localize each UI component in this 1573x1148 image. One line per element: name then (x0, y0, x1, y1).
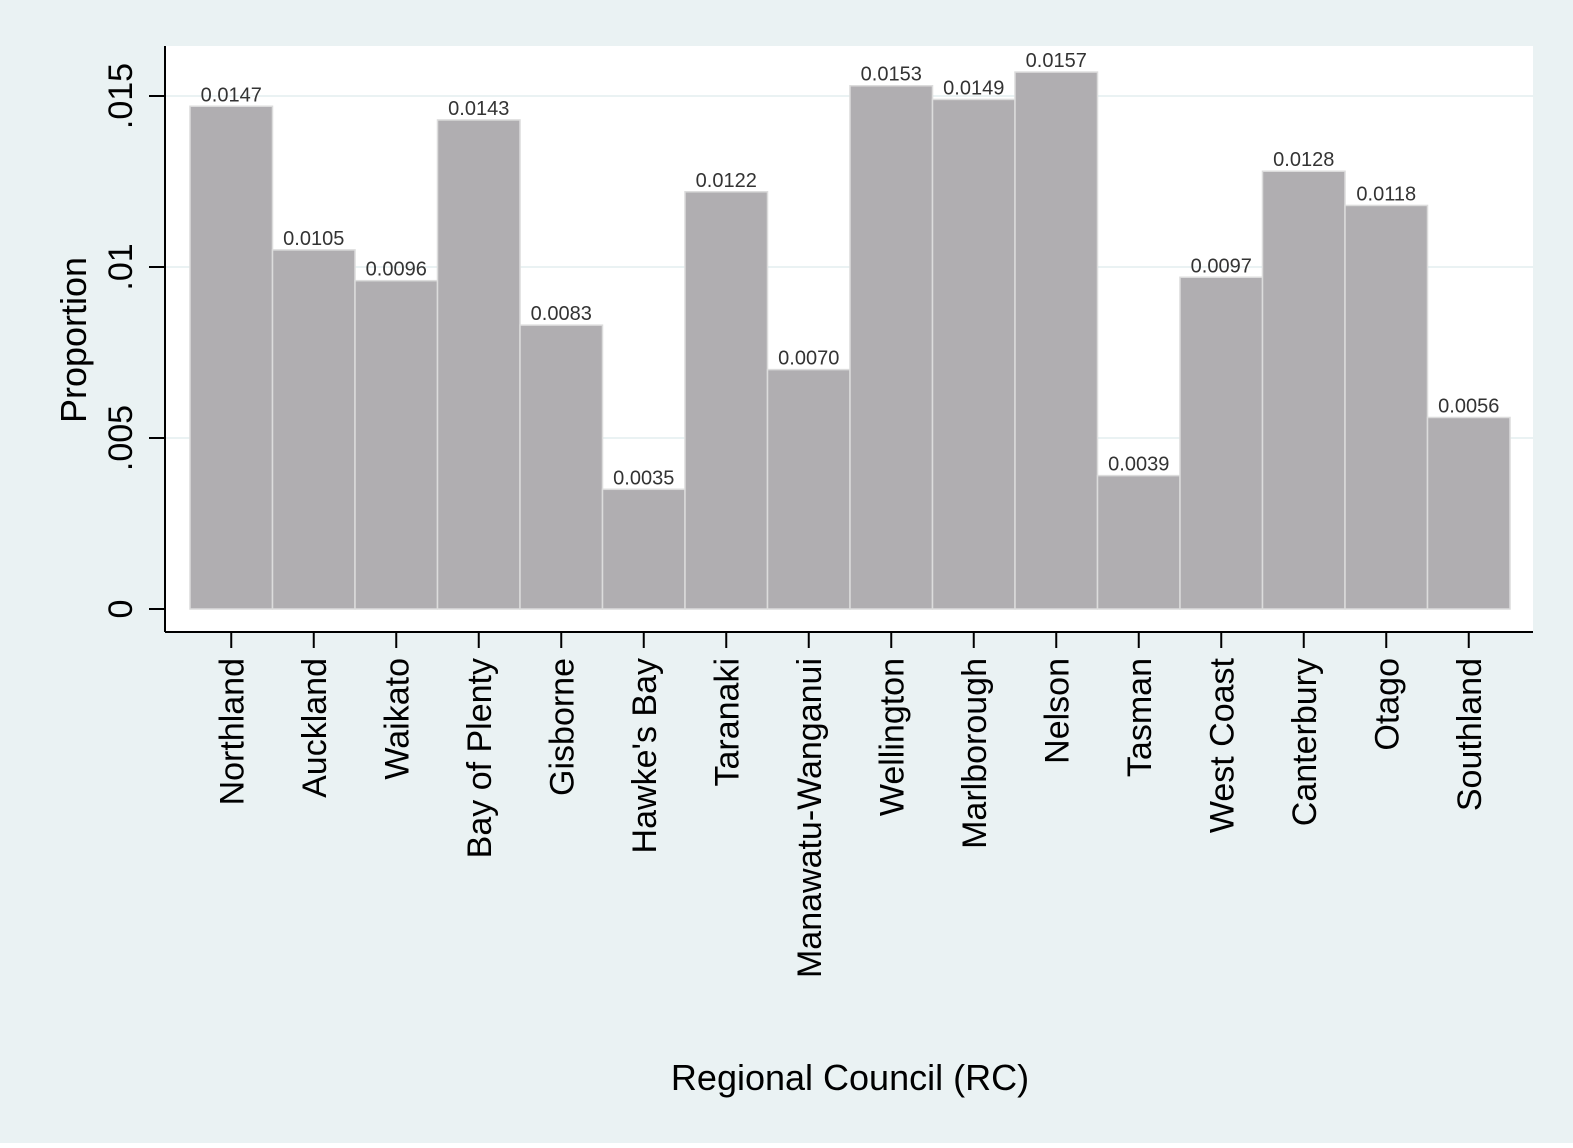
x-tick-label: Otago (1368, 658, 1406, 751)
bar (271, 249, 356, 610)
bar (1261, 170, 1346, 610)
bar (1426, 416, 1511, 610)
x-tick-label: Tasman (1121, 658, 1159, 777)
bar (1344, 204, 1429, 610)
bar-value-label: 0.0039 (1108, 454, 1169, 476)
bar (849, 84, 934, 610)
x-tick-label: Manawatu-Wanganui (791, 658, 829, 978)
bar-value-label: 0.0128 (1273, 149, 1334, 171)
x-tick-label: Waikato (378, 658, 416, 780)
x-axis-ticks: Northland Auckland Waikato Bay of Plenty Gis… (213, 632, 1489, 978)
bar-value-label: 0.0157 (1026, 50, 1087, 72)
x-tick-label: Nelson (1038, 658, 1076, 764)
bar (519, 324, 604, 610)
bars (189, 71, 1511, 610)
axes (164, 46, 1533, 633)
bar (684, 191, 769, 610)
y-tick-label: .01 (102, 243, 140, 290)
bar (1179, 276, 1264, 610)
bar-value-label: 0.0153 (861, 64, 922, 86)
x-tick-label: Gisborne (543, 658, 581, 796)
bar-value-label: 0.0105 (283, 228, 344, 250)
x-tick-label: Canterbury (1286, 658, 1324, 826)
bar-value-label: 0.0056 (1438, 395, 1499, 417)
y-tick-label: 0 (102, 600, 140, 619)
y-tick-label: .005 (102, 405, 140, 471)
x-tick-label: Southland (1451, 658, 1489, 811)
x-tick-label: Auckland (296, 658, 334, 798)
x-tick-label: Wellington (873, 658, 911, 816)
x-tick-label: West Coast (1203, 657, 1241, 833)
bar (601, 488, 686, 610)
bar-value-label: 0.0096 (366, 259, 427, 281)
bar (1096, 474, 1181, 610)
y-axis-ticks: 0 .005 .01 .015 (102, 63, 165, 619)
bar-value-label: 0.0035 (613, 467, 674, 489)
y-axis-label: Proportion (53, 257, 94, 423)
bar-value-label: 0.0118 (1356, 183, 1416, 205)
bar (436, 119, 521, 610)
bar (931, 98, 1016, 610)
bar-value-label: 0.0147 (201, 84, 262, 106)
x-axis-label: Regional Council (RC) (671, 1057, 1029, 1098)
bar-value-label: 0.0070 (778, 348, 839, 370)
bar-value-label: 0.0149 (943, 77, 1004, 99)
bar (1014, 71, 1099, 610)
x-tick-label: Taranaki (708, 658, 746, 787)
x-tick-label: Bay of Plenty (461, 658, 499, 858)
bar (189, 105, 274, 610)
value-labels: 0.0147 0.0105 0.0096 0.0143 0.0083 0.0035 0.01… (201, 50, 1500, 489)
x-tick-label: Marlborough (956, 658, 994, 849)
x-tick-label: Northland (213, 658, 251, 805)
bar-value-label: 0.0097 (1191, 255, 1252, 277)
bar-value-label: 0.0122 (696, 170, 757, 192)
x-tick-label: Hawke's Bay (626, 658, 664, 853)
bar (354, 279, 439, 610)
bar-value-label: 0.0083 (531, 303, 592, 325)
bar (766, 368, 851, 610)
bar-value-label: 0.0143 (448, 98, 509, 120)
y-tick-label: .015 (102, 63, 140, 129)
